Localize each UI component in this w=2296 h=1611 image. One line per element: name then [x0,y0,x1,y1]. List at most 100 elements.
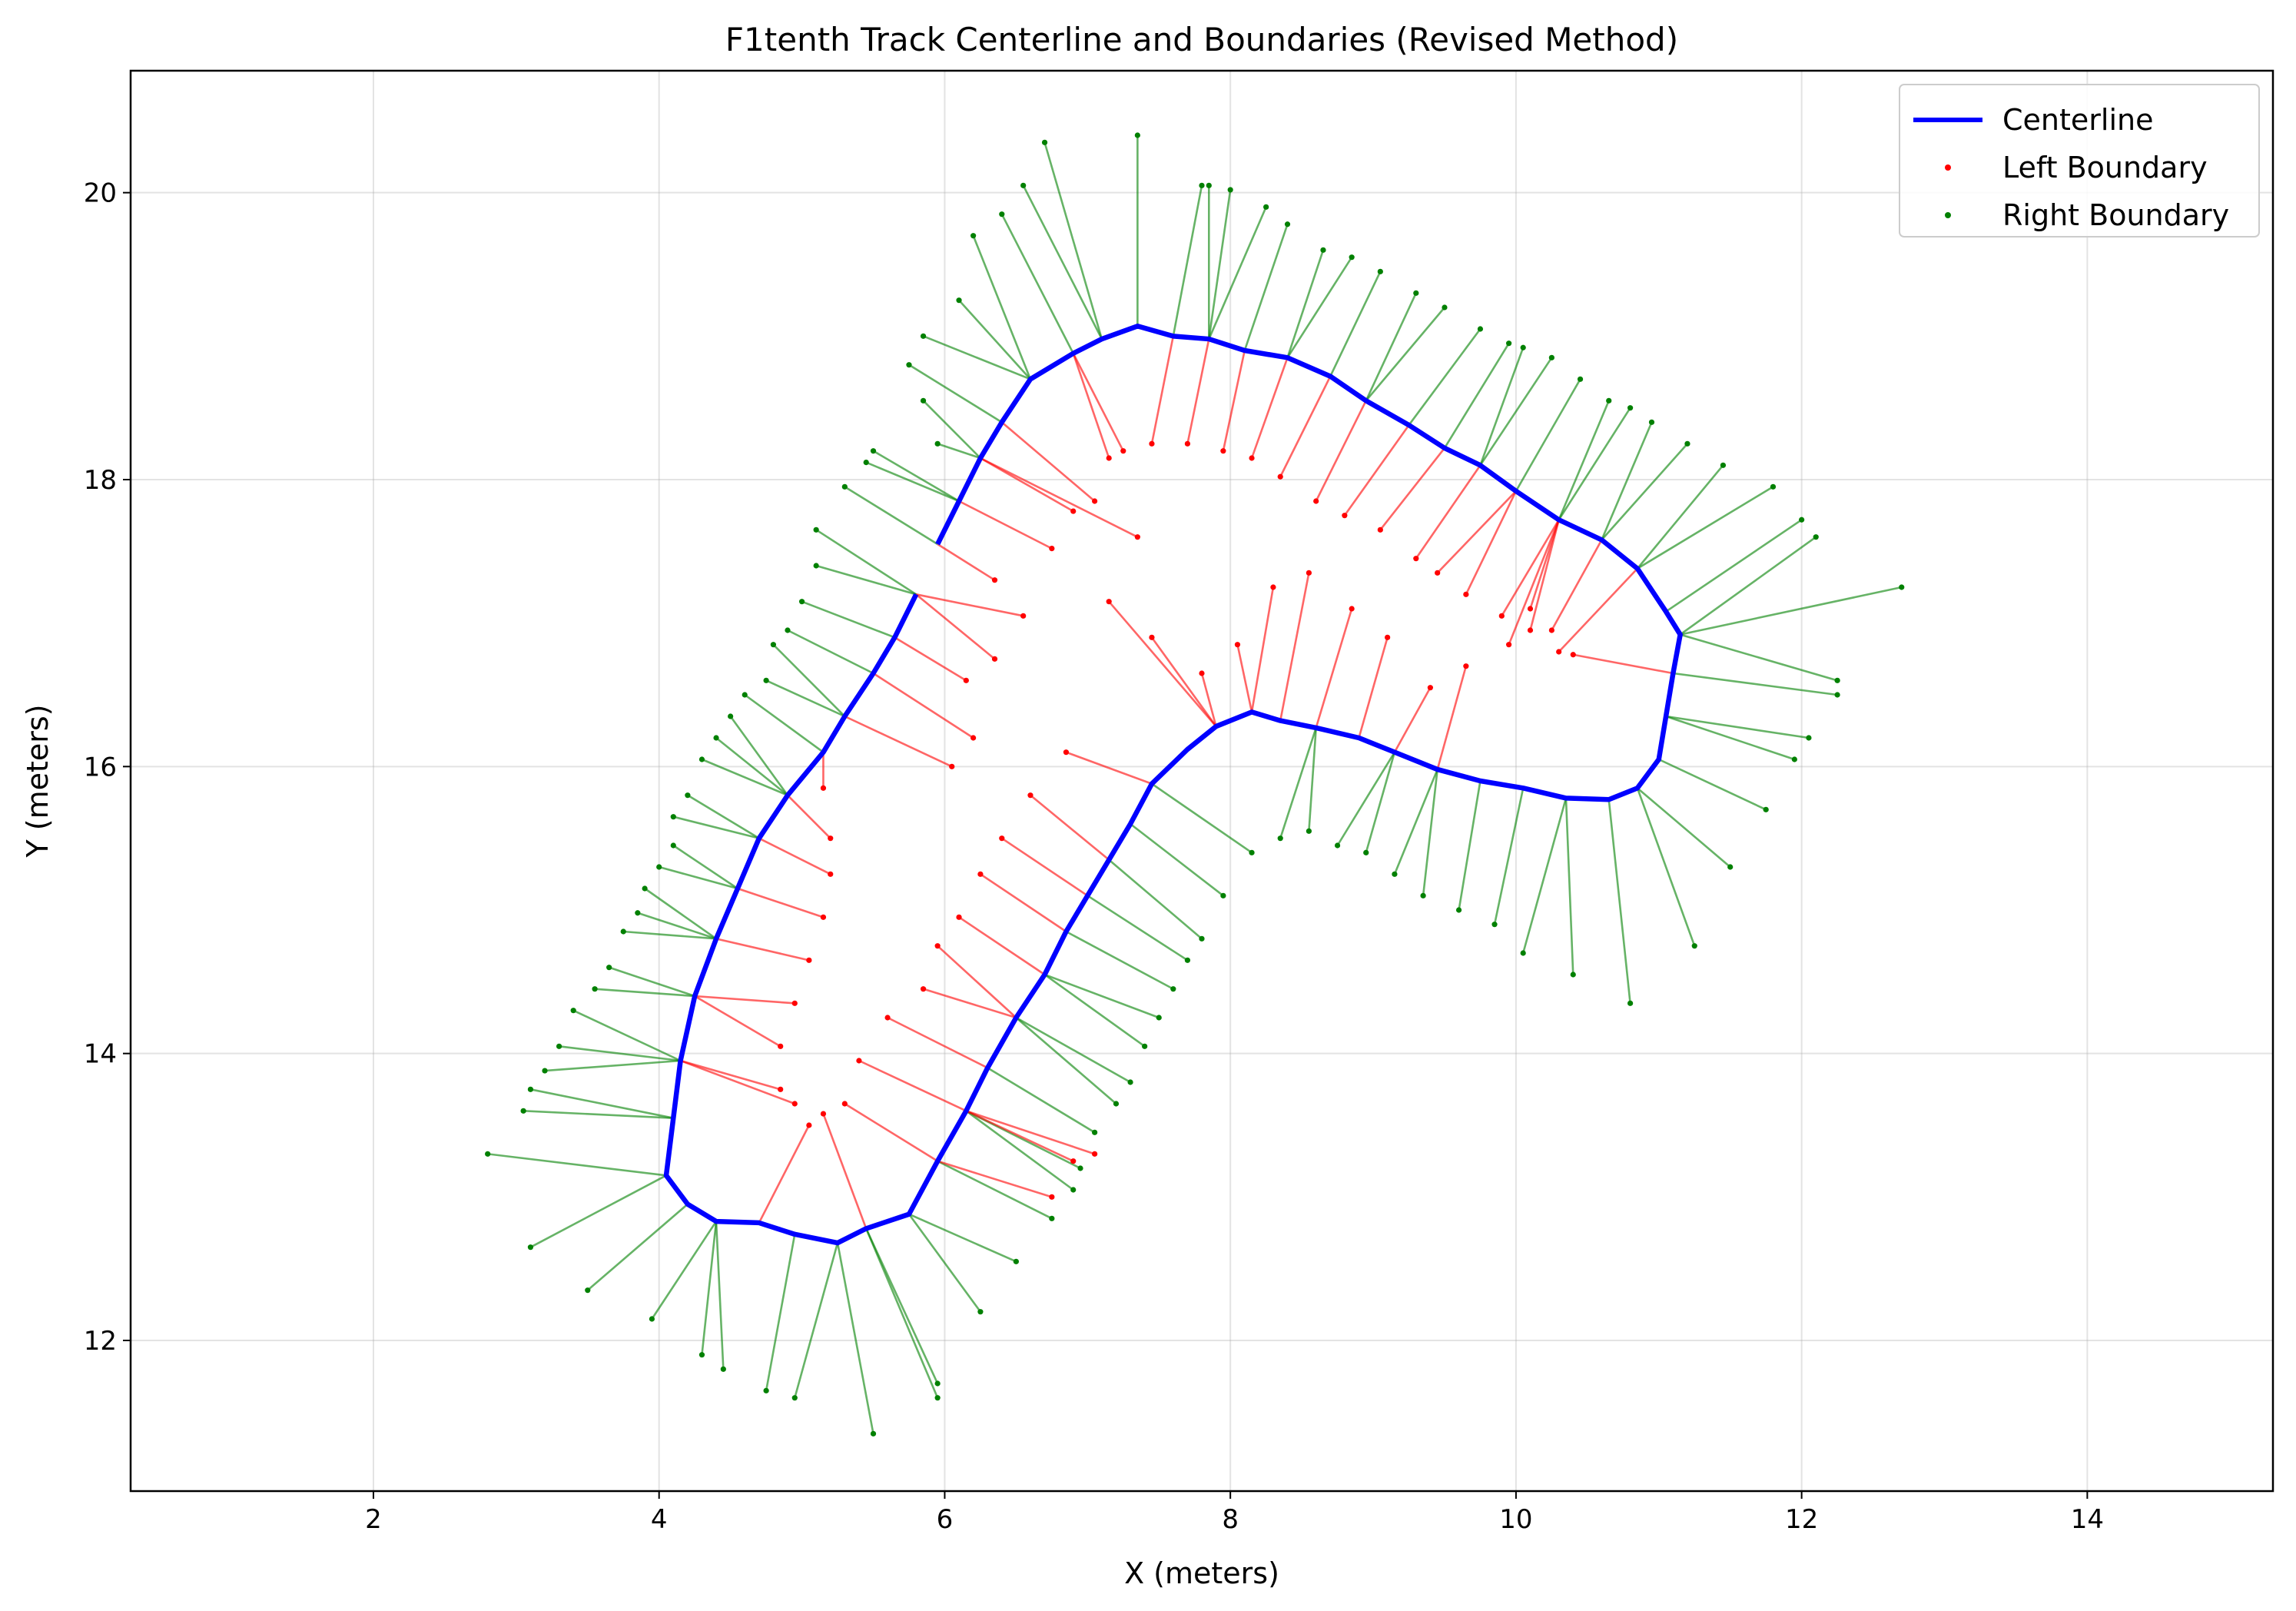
left-boundary-point [791,1000,798,1006]
left-boundary-segment [1573,653,1674,675]
right-boundary-segment [1000,214,1074,354]
left-boundary-point [1234,642,1241,648]
left-boundary-point [991,656,998,662]
right-boundary-segment [865,461,960,503]
left-boundary-point [1149,440,1155,447]
left-boundary-segment [1358,636,1389,739]
legend-right-boundary-swatch [1945,212,1951,218]
right-boundary-segment [765,1234,796,1391]
left-boundary-point [778,1043,784,1049]
right-boundary-point [934,1380,941,1387]
left-boundary-segment [1072,353,1124,452]
left-boundary-segment [695,995,795,1005]
right-boundary-point [870,448,877,454]
right-boundary-segment [672,815,760,839]
left-boundary-point [1027,792,1034,799]
right-boundary-segment [1479,357,1553,467]
right-boundary-segment [572,1009,682,1062]
right-boundary-point [1834,677,1840,683]
left-boundary-point [1313,498,1319,504]
left-boundary-segment [872,672,974,739]
left-boundary-segment [1508,519,1560,646]
right-boundary-segment [1286,249,1325,358]
chart-title: F1tenth Track Centerline and Boundaries … [725,21,1678,58]
left-boundary-segment [844,715,953,768]
right-boundary-point [1199,935,1205,942]
right-boundary-segment [1521,798,1568,954]
y-tick-label: 12 [84,1326,117,1357]
left-boundary-segment [1379,447,1445,531]
right-boundary-segment [801,600,895,639]
left-boundary-point [963,677,969,683]
left-boundary-segment [1393,687,1432,753]
right-boundary-point [685,792,691,799]
right-boundary-point [934,1395,941,1401]
right-boundary-point [1684,440,1690,447]
right-boundary-segment [1043,973,1146,1048]
right-boundary-segment [937,1160,1053,1220]
right-boundary-segment [794,1242,839,1399]
left-boundary-segment [844,1102,938,1162]
left-boundary-point [884,1015,891,1021]
left-boundary-point [828,835,834,842]
left-boundary-point [1220,448,1226,454]
left-boundary-point [999,835,1005,842]
right-boundary-point [1834,692,1840,698]
right-boundary-segment [1658,758,1767,811]
right-boundary-segment [1279,727,1317,839]
right-boundary-segment [729,716,789,796]
right-boundary-point [785,627,791,633]
right-boundary-segment [1636,464,1724,570]
right-boundary-segment [651,1221,718,1320]
right-boundary-point [870,1430,877,1437]
right-boundary-point [934,440,941,447]
right-boundary-point [1606,397,1612,404]
right-boundary-segment [836,1242,874,1434]
plot-area [485,132,1905,1437]
right-boundary-segment [594,988,695,998]
left-boundary-segment [980,457,1138,538]
right-boundary-point [1570,972,1576,978]
right-boundary-point [956,297,962,304]
right-boundary-segment [687,794,760,839]
right-boundary-point [585,1287,591,1294]
right-boundary-point [698,756,705,762]
left-boundary-segment [915,593,996,660]
left-boundary-segment [1236,644,1253,712]
right-boundary-segment [815,529,917,596]
right-boundary-segment [1422,769,1438,896]
right-boundary-segment [908,364,1003,424]
right-boundary-segment [1015,1016,1131,1084]
left-boundary-point [1527,627,1534,633]
right-boundary-point [720,1366,726,1372]
right-boundary-point [1727,864,1734,870]
right-boundary-segment [1208,206,1267,340]
right-boundary-segment [765,679,845,718]
right-boundary-point [1349,254,1355,261]
left-boundary-point [1527,606,1534,612]
right-boundary-point [763,677,769,683]
right-boundary-point [1184,957,1191,963]
grid [131,71,2273,1491]
right-boundary-point [1420,892,1426,899]
right-boundary-point [1691,943,1697,949]
left-boundary-point [949,763,955,769]
right-boundary-segment [744,693,825,753]
legend-left-boundary-swatch [1945,164,1951,171]
x-tick-label: 4 [651,1504,668,1535]
left-boundary-point [1184,440,1191,447]
left-boundary-point [1106,455,1112,461]
axes-frame [129,69,2274,1493]
right-boundary-segment [923,335,1031,380]
right-boundary-segment [1479,347,1525,466]
right-boundary-point [1627,1000,1634,1006]
left-boundary-segment [894,636,967,682]
right-boundary-point [1491,922,1498,928]
right-boundary-point [1455,907,1462,913]
left-boundary-segment [1000,421,1096,502]
right-boundary-point [1477,326,1484,332]
right-boundary-point [1206,182,1212,188]
right-boundary-segment [1680,586,1903,636]
right-boundary-segment [1336,751,1396,846]
left-boundary-segment [858,1059,967,1112]
